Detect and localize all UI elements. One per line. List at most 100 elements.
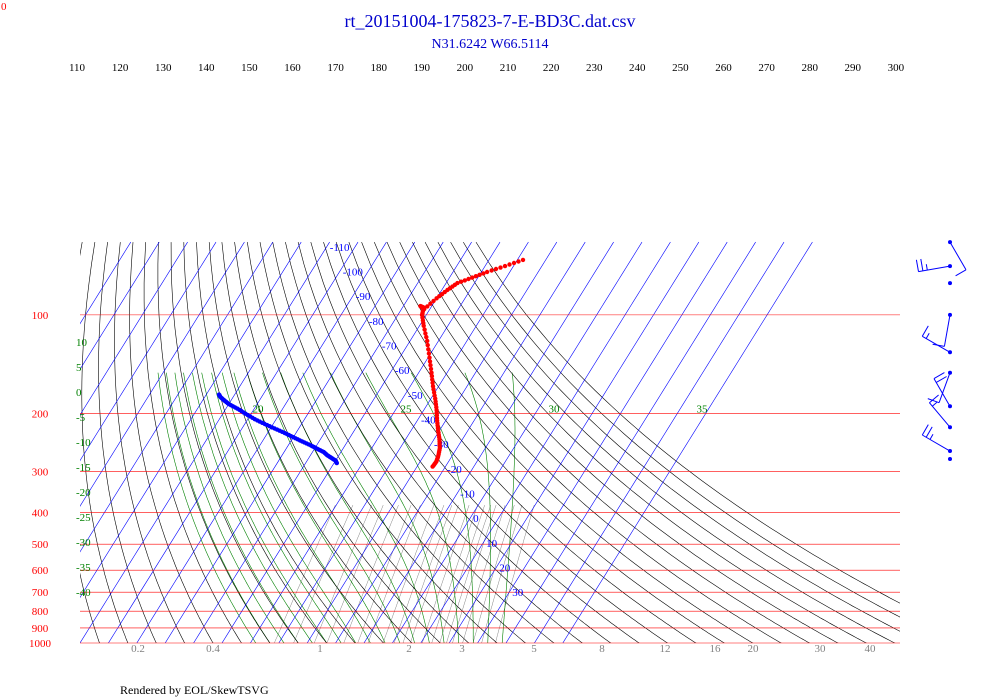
wind-barb-staff bbox=[918, 265, 951, 273]
dry-adiabat-line bbox=[386, 241, 782, 643]
temperature-point bbox=[422, 327, 427, 332]
dry-adiabat-line bbox=[81, 242, 129, 643]
temperature-point bbox=[422, 306, 427, 312]
mixing-ratio-line bbox=[481, 505, 523, 643]
temperature-point bbox=[520, 257, 526, 263]
isotherm-line bbox=[80, 241, 245, 507]
mixing-ratio-line bbox=[446, 505, 491, 643]
isotherm-line bbox=[80, 241, 330, 643]
moist-adiabat-left-label: -40 bbox=[76, 587, 91, 599]
isotherm-line bbox=[477, 241, 728, 643]
dry-adiabat-line bbox=[143, 242, 242, 643]
temperature-point bbox=[498, 265, 503, 270]
pressure-label: 700 bbox=[32, 587, 49, 599]
wind-barb-feather bbox=[915, 259, 919, 272]
wind-barb-staff bbox=[949, 241, 967, 271]
theta-top-label: 190 bbox=[414, 62, 431, 74]
theta-top-label: 140 bbox=[198, 62, 215, 74]
isobars bbox=[80, 314, 900, 644]
dry-adiabat-line bbox=[297, 242, 583, 643]
wind-barb-staff bbox=[929, 402, 951, 428]
isotherm-line bbox=[80, 241, 188, 416]
theta-top-label: 110 bbox=[69, 62, 86, 74]
wind-barb-feather bbox=[921, 325, 929, 337]
temperature-point bbox=[470, 275, 475, 280]
temperature-point bbox=[425, 338, 430, 344]
sounding-data bbox=[216, 257, 526, 469]
temperature-point bbox=[466, 276, 471, 282]
mixing-ratio-line bbox=[313, 505, 372, 643]
isotherm-line bbox=[448, 241, 700, 643]
theta-top-label: 220 bbox=[543, 62, 560, 74]
moist-adiabat-left-label: -10 bbox=[76, 437, 91, 449]
wind-barb-staff bbox=[922, 434, 951, 452]
dry-adiabat-line bbox=[0, 242, 19, 650]
dry-adiabat-line bbox=[399, 241, 811, 643]
dry-adiabat-line bbox=[196, 242, 356, 643]
theta-top-label: 170 bbox=[327, 62, 344, 74]
dry-adiabat-line bbox=[450, 241, 900, 632]
pressure-label: 400 bbox=[32, 507, 49, 519]
dry-adiabat-line bbox=[475, 241, 900, 604]
dry-adiabat-line bbox=[310, 242, 612, 643]
chart-title: rt_20151004-175823-7-E-BD3C.dat.csv bbox=[345, 11, 636, 31]
moist-adiabat-left-label: -15 bbox=[76, 462, 91, 474]
moist-adiabat-left-label: -35 bbox=[76, 562, 91, 574]
dry-adiabat-line bbox=[247, 242, 470, 643]
wind-barbs bbox=[915, 240, 967, 461]
temperature-point bbox=[427, 359, 433, 364]
wind-barb-feather bbox=[931, 401, 938, 407]
dry-adiabat-line bbox=[361, 241, 725, 643]
dry-adiabat-line bbox=[424, 241, 867, 643]
dry-adiabat-line bbox=[463, 241, 900, 618]
wind-barb-feather bbox=[929, 434, 934, 440]
temperature-point bbox=[424, 334, 429, 340]
mixing-ratio-line bbox=[402, 505, 453, 643]
theta-top-label: 230 bbox=[586, 62, 603, 74]
isotherm-line bbox=[392, 241, 643, 643]
isotherm-line bbox=[221, 241, 472, 643]
isotherm-line bbox=[80, 241, 302, 598]
isotherm-line bbox=[80, 241, 217, 462]
mixing-ratio-label: 20 bbox=[748, 643, 760, 655]
theta-top-label: 300 bbox=[888, 62, 905, 74]
mixing-ratio-line bbox=[367, 505, 421, 643]
mixing-ratio-label: 2 bbox=[406, 643, 412, 655]
mixing-ratio-line bbox=[326, 505, 384, 643]
dry-adiabat-line bbox=[80, 242, 100, 643]
isotherm-label: 0 bbox=[473, 513, 479, 525]
wind-barb-staff bbox=[922, 335, 951, 353]
isotherm-label: -20 bbox=[447, 464, 462, 476]
isotherm-line bbox=[505, 241, 756, 643]
chart-subtitle: N31.6242 W66.5114 bbox=[431, 37, 548, 52]
moist-adiabat-top-label: 35 bbox=[697, 404, 709, 416]
temperature-point bbox=[429, 370, 434, 375]
isotherm-label: -100 bbox=[343, 266, 364, 278]
theta-top-label: 180 bbox=[370, 62, 387, 74]
dry-adiabat-line bbox=[259, 242, 498, 643]
moist-adiabat-left-label: -20 bbox=[76, 487, 91, 499]
pressure-label: 600 bbox=[32, 565, 49, 577]
temperature-point bbox=[430, 380, 435, 385]
dry-adiabat-line bbox=[157, 242, 271, 643]
mixing-ratio-label: 12 bbox=[660, 643, 671, 655]
moist-adiabat-top-label: 30 bbox=[549, 404, 561, 416]
dry-adiabat-line bbox=[412, 241, 839, 643]
mixing-ratio-line bbox=[410, 505, 459, 643]
isotherm-line bbox=[420, 241, 671, 643]
temperature-point bbox=[516, 259, 521, 264]
temperature-point bbox=[428, 363, 433, 368]
isotherm-label: -110 bbox=[330, 242, 350, 254]
temperature-point bbox=[430, 384, 436, 389]
wind-barb-feather bbox=[927, 398, 940, 404]
mixing-ratio-label: 5 bbox=[531, 643, 537, 655]
pressure-label: 300 bbox=[32, 466, 49, 478]
isotherms bbox=[80, 241, 813, 643]
isotherm-label: 30 bbox=[512, 587, 524, 599]
dry-adiabat-line bbox=[348, 241, 697, 643]
isotherm-line bbox=[164, 241, 416, 643]
wind-barb-dot bbox=[948, 457, 952, 461]
isotherm-label: 10 bbox=[486, 538, 498, 550]
mixing-ratio-label: 3 bbox=[459, 643, 465, 655]
